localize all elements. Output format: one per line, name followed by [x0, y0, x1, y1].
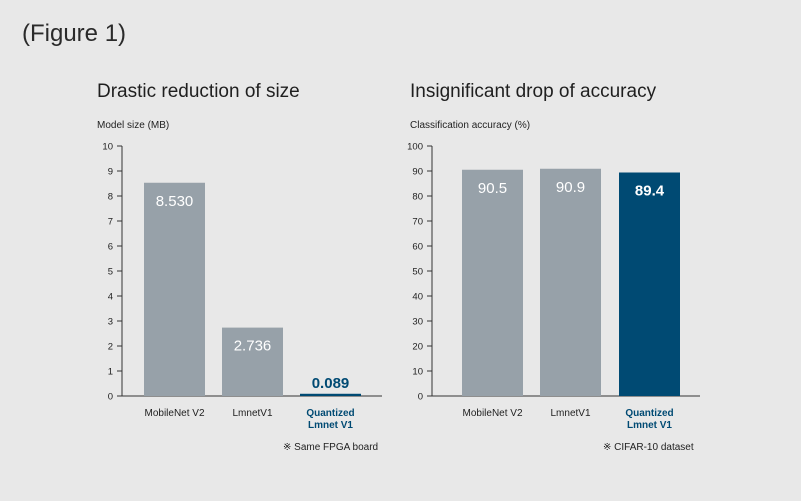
- chart-1-y-tick-label: 1: [108, 367, 113, 378]
- chart-2-y-tick-label: 70: [412, 217, 423, 228]
- category-label-line: MobileNet V2: [462, 408, 522, 419]
- chart-2-y-tick-label: 30: [412, 317, 423, 328]
- chart-2-y-tick-label: 80: [412, 192, 423, 203]
- chart-2-y-tick-label: 20: [412, 342, 423, 353]
- category-label-line: MobileNet V2: [144, 408, 204, 419]
- chart-2-category-label-1: MobileNet V2: [462, 408, 522, 419]
- category-label-line: Lmnet V1: [627, 420, 672, 431]
- chart-1-y-tick-label: 3: [108, 317, 113, 328]
- chart-1-y-tick-label: 4: [108, 292, 113, 303]
- chart-1-y-tick-label: 6: [108, 242, 113, 253]
- chart-1-value-label-1: 8.530: [156, 193, 194, 210]
- category-label-line: Quantized: [306, 408, 354, 419]
- chart-2-y-tick-label: 90: [412, 167, 423, 178]
- chart-2-bar-1: [462, 169, 523, 396]
- chart-2-y-tick-label: 40: [412, 292, 423, 303]
- chart-2-y-tick-label: 10: [412, 367, 423, 378]
- chart-2-y-tick-label: 50: [412, 267, 423, 278]
- chart-1-bar-3: [300, 393, 361, 396]
- chart-1-y-tick-label: 5: [108, 267, 113, 278]
- chart-1-y-tick-label: 2: [108, 342, 113, 353]
- chart-1-note: ※ Same FPGA board: [283, 442, 379, 453]
- chart-2-category-label-2: LmnetV1: [550, 408, 590, 419]
- chart-2-note: ※ CIFAR-10 dataset: [603, 442, 694, 453]
- figure-label: (Figure 1): [22, 20, 127, 47]
- chart-1-category-label-3: Quantized Lmnet V1: [306, 408, 354, 431]
- chart-1-bar-2: [222, 327, 283, 396]
- chart-2-bar-3: [619, 172, 680, 396]
- chart-2-y-tick-label: 60: [412, 242, 423, 253]
- chart-1-value-label-2: 2.736: [234, 338, 272, 355]
- chart-1-y-tick-label: 10: [102, 142, 113, 153]
- chart-2-value-label-2: 90.9: [556, 179, 585, 196]
- chart-1-title: Drastic reduction of size: [97, 81, 300, 102]
- category-label-line: Quantized: [625, 408, 673, 419]
- category-label-line: LmnetV1: [550, 408, 590, 419]
- chart-1-y-tick-label: 0: [108, 392, 113, 403]
- chart-1-y-tick-label: 9: [108, 167, 113, 178]
- chart-1-bar-1: [144, 182, 205, 396]
- chart-2-bar-2: [540, 168, 601, 396]
- chart-1-y-tick-label: 8: [108, 192, 113, 203]
- chart-1-ylabel: Model size (MB): [97, 120, 170, 131]
- chart-1-category-label-2: LmnetV1: [232, 408, 272, 419]
- chart-1-category-label-1: MobileNet V2: [144, 408, 204, 419]
- chart-2-category-label-3: Quantized Lmnet V1: [625, 408, 673, 431]
- chart-2-title: Insignificant drop of accuracy: [410, 81, 657, 102]
- chart-2-value-label-1: 90.5: [478, 180, 507, 197]
- category-label-line: Lmnet V1: [308, 420, 353, 431]
- chart-2-value-label-3: 89.4: [635, 183, 665, 200]
- chart-2-y-tick-label: 100: [407, 142, 423, 153]
- chart-2-y-tick-label: 0: [418, 392, 423, 403]
- category-label-line: LmnetV1: [232, 408, 272, 419]
- chart-1-value-label-3: 0.089: [312, 375, 350, 392]
- chart-1-y-tick-label: 7: [108, 217, 113, 228]
- chart-2-ylabel: Classification accuracy (%): [410, 120, 531, 131]
